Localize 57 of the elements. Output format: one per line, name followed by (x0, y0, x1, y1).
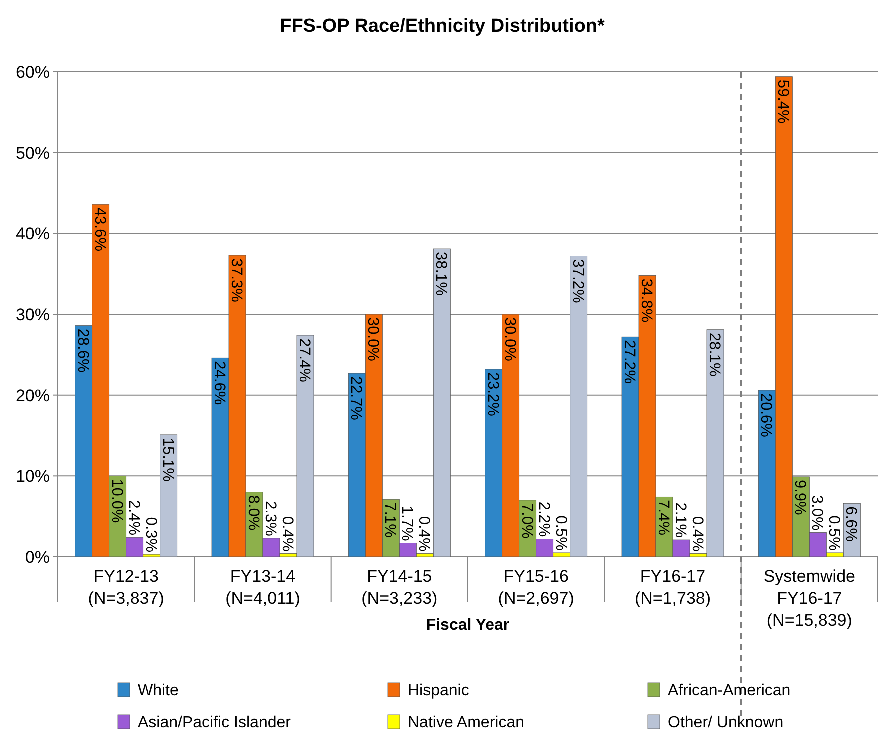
data-label: 34.8% (638, 278, 656, 323)
y-tick-label: 40% (16, 224, 50, 244)
data-label: 7.1% (382, 502, 399, 538)
data-label: 38.1% (432, 252, 450, 296)
legend-label: Other/ Unknown (668, 714, 784, 732)
data-label: 10.0% (108, 479, 126, 524)
x-tick-label: FY13-14 (N=4,011) (226, 567, 300, 608)
data-label: 2.2% (535, 502, 552, 538)
data-label: 2.1% (672, 502, 690, 538)
data-label: 27.2% (621, 340, 638, 384)
legend-label: African-American (668, 682, 791, 700)
data-label: 27.4% (296, 338, 314, 383)
data-label: 43.6% (91, 208, 108, 252)
data-label: 2.4% (125, 500, 142, 536)
legend-label: White (138, 682, 179, 700)
data-label: 6.6% (842, 506, 860, 542)
y-tick-label: 50% (16, 144, 50, 163)
data-label: 0.4% (279, 516, 296, 552)
data-label: 24.6% (211, 361, 228, 406)
data-label: 2.3% (262, 501, 280, 537)
data-label: 7.4% (655, 500, 672, 536)
data-label: 7.0% (518, 503, 536, 539)
data-label: 8.0% (245, 495, 262, 531)
data-label: 30.0% (364, 318, 382, 362)
data-label: 9.9% (792, 480, 809, 516)
data-label: 15.1% (159, 438, 176, 482)
y-tick-label: 20% (16, 386, 50, 406)
x-tick-label: Systemwide FY16-17 (N=15,839) (764, 567, 856, 630)
x-axis-title: Fiscal Year (426, 617, 510, 634)
y-tick-label: 60% (16, 62, 50, 82)
data-label: 1.7% (398, 506, 416, 542)
data-label: 23.2% (484, 372, 502, 417)
data-label: 0.5% (552, 516, 570, 552)
x-tick-label: FY16-17 (N=1,738) (634, 567, 712, 608)
data-label: 0.4% (416, 516, 433, 552)
chart-title: FFS-OP Race/Ethnicity Distribution* (280, 16, 606, 37)
data-label: 30.0% (501, 318, 518, 362)
data-label: 28.1% (706, 332, 724, 378)
data-label: 0.4% (689, 516, 706, 552)
y-tick-label: 0% (25, 548, 50, 567)
data-label: 59.4% (774, 80, 792, 124)
data-label: 22.7% (348, 376, 365, 421)
x-tick-label: FY14-15 (N=3,233) (362, 567, 438, 608)
y-tick-label: 30% (16, 305, 50, 324)
y-tick-label: 10% (16, 467, 50, 486)
data-label: 20.6% (758, 393, 775, 438)
data-label: 3.0% (808, 495, 826, 531)
data-label: 0.3% (142, 517, 160, 553)
legend-label: Asian/Pacific Islander (138, 714, 292, 732)
data-label: 0.5% (826, 516, 843, 552)
legend-label: Native American (408, 714, 524, 732)
data-label: 28.6% (74, 328, 92, 373)
data-label: 37.3% (228, 258, 246, 303)
legend-label: Hispanic (408, 682, 470, 700)
x-tick-label: FY15-16 (N=2,697) (498, 567, 574, 608)
data-label: 37.2% (569, 259, 586, 304)
x-tick-label: FY12-13 (N=3,837) (88, 567, 164, 608)
